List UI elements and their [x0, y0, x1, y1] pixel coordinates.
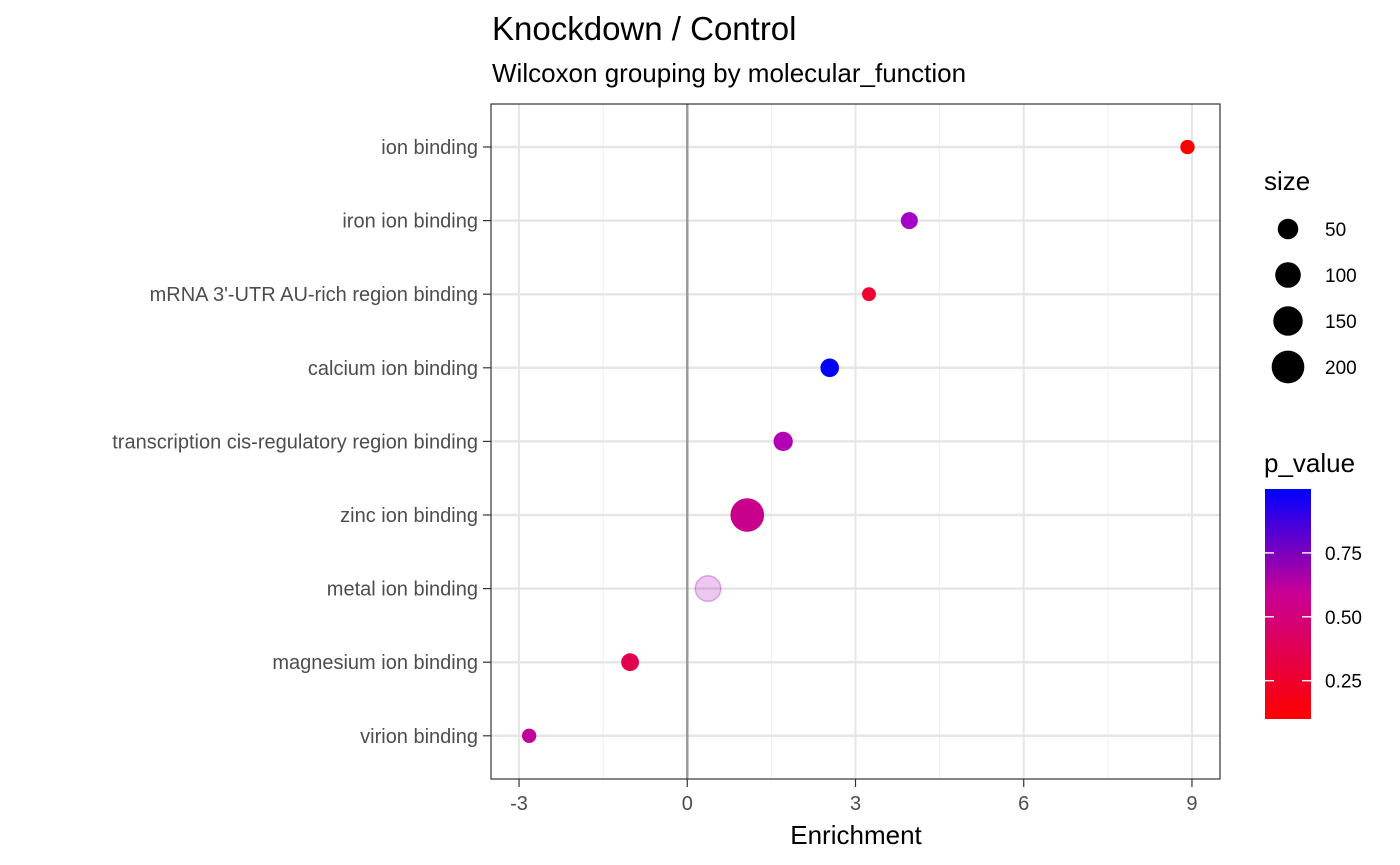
chart-title: Knockdown / Control: [492, 10, 797, 47]
color-legend: p_value 0.75 0.50 0.25: [1264, 448, 1362, 719]
color-legend-label: 0.75: [1325, 544, 1362, 565]
x-tick-label: 9: [1186, 793, 1197, 815]
color-legend-label: 0.50: [1325, 608, 1362, 629]
color-legend-bar: [1265, 489, 1311, 719]
size-legend-key: [1273, 306, 1303, 336]
data-points: [521, 139, 1195, 743]
x-tick-label: -3: [510, 793, 528, 815]
x-tick-label: 6: [1018, 793, 1029, 815]
x-axis: -3 0 3 6 9: [510, 779, 1198, 815]
size-legend-label: 50: [1325, 220, 1346, 241]
data-point: [730, 498, 765, 532]
y-tick-label: ion binding: [381, 137, 478, 159]
data-point: [521, 728, 537, 743]
size-legend-label: 200: [1325, 358, 1357, 379]
y-tick-label: transcription cis-regulatory region bind…: [112, 431, 478, 453]
size-legend-key: [1275, 262, 1301, 288]
size-legend-key: [1271, 350, 1305, 384]
color-legend-label: 0.25: [1325, 672, 1362, 693]
grid-lines: [491, 104, 1220, 779]
y-tick-label: mRNA 3'-UTR AU-rich region binding: [150, 284, 478, 306]
y-tick-label: metal ion binding: [327, 579, 478, 601]
y-tick-label: calcium ion binding: [308, 358, 478, 380]
y-tick-label: iron ion binding: [342, 211, 478, 233]
size-legend-title: size: [1264, 166, 1310, 196]
data-point: [900, 212, 918, 230]
y-tick-label: magnesium ion binding: [272, 652, 478, 674]
chart-subtitle: Wilcoxon grouping by molecular_function: [492, 58, 966, 88]
data-point: [820, 358, 839, 378]
y-axis: ion binding iron ion binding mRNA 3'-UTR A…: [112, 137, 491, 748]
color-legend-title: p_value: [1264, 448, 1355, 478]
size-legend: size 50 100 150 200: [1264, 166, 1357, 384]
x-tick-label: 0: [682, 793, 693, 815]
color-legend-ticks: 0.75 0.50 0.25: [1265, 544, 1362, 693]
data-point: [773, 431, 793, 452]
size-legend-label: 150: [1325, 312, 1357, 333]
plot-area: [490, 103, 1221, 780]
size-legend-label: 100: [1325, 266, 1357, 287]
data-point: [694, 575, 722, 603]
y-tick-label: virion binding: [360, 726, 478, 748]
x-tick-label: 3: [850, 793, 861, 815]
data-point: [862, 287, 876, 302]
data-point: [1180, 139, 1195, 155]
size-legend-key: [1277, 218, 1299, 240]
x-axis-title: Enrichment: [790, 820, 922, 850]
y-tick-label: zinc ion binding: [340, 505, 478, 527]
size-legend-items: 50 100 150 200: [1271, 218, 1357, 384]
data-point: [621, 653, 639, 672]
